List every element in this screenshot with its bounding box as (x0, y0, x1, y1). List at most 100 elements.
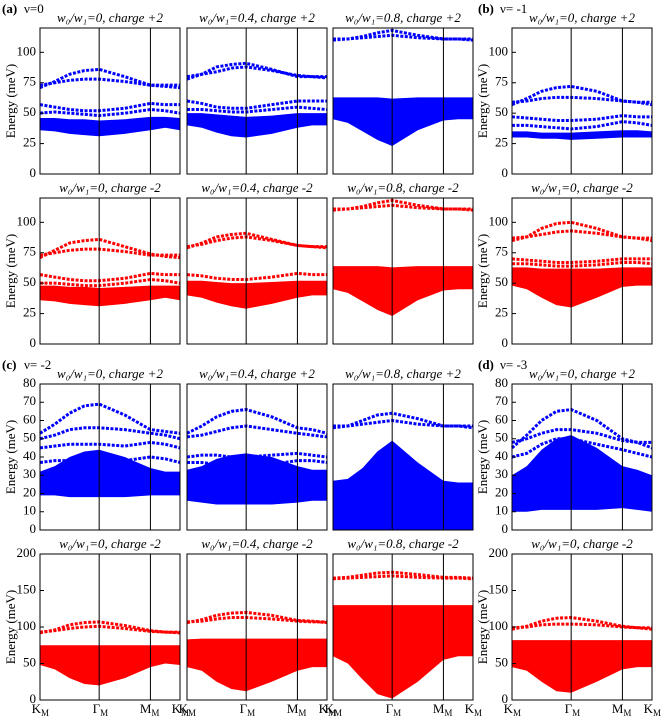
x-tick-label: M (433, 701, 445, 716)
continuum (512, 640, 652, 693)
y-tick-label: 80 (495, 375, 508, 390)
y-axis-label: Energy (meV) (3, 234, 18, 308)
panel-title: w₀/w₁=0.8, charge -2 (347, 536, 459, 551)
plot-frame (186, 197, 328, 345)
y-tick-label: 75 (495, 74, 508, 89)
y-tick-label: 50 (23, 104, 36, 119)
panel-title: w₀/w₁=0, charge +2 (57, 366, 163, 381)
x-tick-sub: M (334, 708, 342, 718)
panel-title: w₀/w₁=0.8, charge +2 (345, 366, 461, 381)
x-tick-label: K (504, 701, 514, 716)
x-tick-label: K (325, 701, 335, 716)
x-tick-sub: M (328, 708, 336, 718)
y-tick-label: 30 (495, 466, 508, 481)
band (39, 440, 181, 450)
panel-title: w₀/w₁=0.4, charge +2 (199, 10, 315, 25)
x-tick-sub: M (444, 708, 452, 718)
plot-frame (332, 383, 474, 531)
y-tick-label: 150 (17, 581, 37, 596)
band (512, 120, 653, 131)
y-tick-label: 70 (23, 393, 36, 408)
band (186, 408, 328, 435)
x-tick-label: Γ (93, 701, 101, 716)
continuum (187, 638, 327, 692)
x-tick-label: K (644, 701, 654, 716)
y-tick-label: 50 (23, 654, 36, 669)
y-tick-label: 60 (495, 411, 508, 426)
y-tick-label: 100 (17, 43, 37, 58)
y-tick-label: 100 (489, 213, 509, 228)
band (186, 61, 328, 81)
x-tick-sub: M (393, 708, 401, 718)
x-tick-sub: M (513, 708, 521, 718)
plot-frame (511, 27, 653, 175)
continuum (40, 285, 180, 307)
continuum (187, 280, 327, 309)
panel-label: (a) (2, 1, 17, 16)
panel-title: w₀/w₁=0.8, charge +2 (345, 10, 461, 25)
continuum (40, 449, 180, 498)
band (186, 616, 327, 624)
band (333, 203, 473, 211)
y-tick-label: 100 (489, 43, 509, 58)
panel-label: (d) (478, 357, 494, 372)
x-tick-label: Γ (386, 701, 394, 716)
panel-title: w₀/w₁=0.4, charge -2 (201, 536, 313, 551)
panel-title: w₀/w₁=0, charge +2 (529, 366, 635, 381)
y-tick-label: 100 (17, 618, 37, 633)
panel-label: (c) (2, 357, 16, 372)
y-tick-label: 10 (495, 503, 508, 518)
y-axis-label: Energy (meV) (475, 590, 490, 664)
y-tick-label: 10 (23, 503, 36, 518)
band (39, 624, 180, 634)
panel-filling: ν= -2 (24, 357, 51, 372)
x-tick-label: M (612, 701, 624, 716)
band (186, 271, 327, 282)
y-tick-label: 40 (495, 448, 508, 463)
y-tick-label: 0 (30, 335, 37, 350)
y-axis-label: Energy (meV) (3, 420, 18, 494)
plot-frame (511, 553, 653, 701)
x-tick-sub: M (298, 708, 306, 718)
plot-frame (186, 553, 328, 701)
x-tick-sub: M (181, 708, 189, 718)
continuum (512, 435, 652, 512)
x-tick-sub: M (100, 708, 108, 718)
continuum (333, 440, 473, 530)
x-tick-sub: M (474, 708, 482, 718)
y-tick-label: 60 (23, 411, 36, 426)
band (39, 237, 181, 260)
panel-title: w₀/w₁=0, charge -2 (531, 180, 633, 195)
plot-frame (39, 553, 181, 701)
plot-frame (39, 197, 181, 345)
x-tick-label: K (179, 701, 189, 716)
continuum (40, 116, 180, 137)
y-tick-label: 200 (17, 545, 37, 560)
y-tick-label: 50 (495, 274, 508, 289)
band (511, 114, 652, 122)
y-axis-label: Energy (meV) (475, 420, 490, 494)
y-tick-label: 75 (23, 74, 36, 89)
y-axis-label: Energy (meV) (475, 64, 490, 138)
y-axis-label: Energy (meV) (3, 64, 18, 138)
x-tick-label: Γ (565, 701, 573, 716)
y-tick-label: 0 (30, 165, 37, 180)
continuum (187, 113, 327, 138)
band (39, 67, 181, 90)
y-tick-label: 50 (495, 104, 508, 119)
plot-frame (332, 553, 474, 701)
y-tick-label: 0 (502, 521, 509, 536)
y-tick-label: 50 (23, 430, 36, 445)
panel-title: w₀/w₁=0.4, charge +2 (199, 366, 315, 381)
x-tick-sub: M (151, 708, 159, 718)
band (39, 77, 180, 87)
band (39, 402, 181, 435)
band (186, 231, 328, 250)
band (333, 33, 473, 41)
band (511, 220, 653, 243)
y-axis-label: Energy (meV) (3, 590, 18, 664)
x-tick-label: K (319, 701, 329, 716)
x-tick-label: K (465, 701, 475, 716)
x-tick-label: M (287, 701, 299, 716)
